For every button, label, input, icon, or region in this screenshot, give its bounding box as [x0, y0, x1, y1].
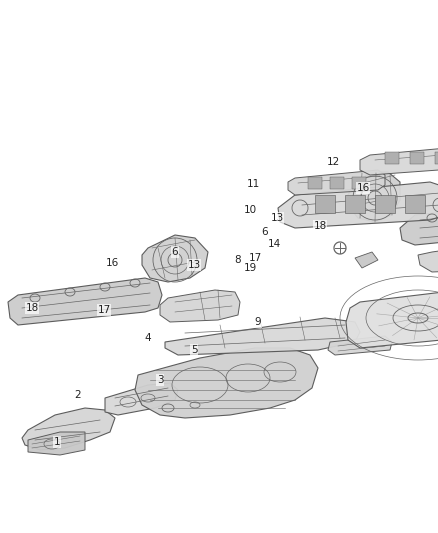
Text: 12: 12: [326, 157, 339, 167]
Polygon shape: [165, 318, 360, 355]
Polygon shape: [288, 170, 385, 195]
Text: 11: 11: [246, 179, 260, 189]
Text: 13: 13: [270, 213, 284, 223]
Polygon shape: [160, 290, 240, 322]
Polygon shape: [28, 432, 85, 455]
Polygon shape: [355, 252, 378, 268]
Polygon shape: [142, 235, 208, 282]
Text: 6: 6: [172, 247, 178, 257]
Polygon shape: [360, 145, 438, 175]
Text: 1: 1: [54, 437, 60, 447]
Polygon shape: [8, 278, 162, 325]
Text: 13: 13: [187, 260, 201, 270]
Polygon shape: [135, 348, 318, 418]
Bar: [308, 177, 322, 189]
Text: 4: 4: [145, 333, 151, 343]
Bar: [405, 195, 425, 213]
Text: 16: 16: [106, 258, 119, 268]
Bar: [410, 152, 424, 164]
Text: 18: 18: [313, 221, 327, 231]
Text: 17: 17: [248, 253, 261, 263]
Bar: [345, 195, 365, 213]
Bar: [375, 195, 395, 213]
Text: 5: 5: [191, 345, 197, 355]
Text: 3: 3: [157, 375, 163, 385]
Polygon shape: [278, 182, 438, 228]
Polygon shape: [105, 383, 178, 415]
Text: 14: 14: [267, 239, 281, 249]
Polygon shape: [346, 290, 438, 348]
Polygon shape: [328, 336, 392, 355]
Text: 9: 9: [254, 317, 261, 327]
Bar: [385, 152, 399, 164]
Text: 6: 6: [261, 227, 268, 237]
Bar: [435, 152, 438, 164]
Text: 2: 2: [75, 390, 81, 400]
Bar: [352, 177, 366, 189]
Text: 18: 18: [25, 303, 39, 313]
Bar: [315, 195, 335, 213]
Text: 16: 16: [357, 183, 370, 193]
Polygon shape: [418, 238, 438, 272]
Text: 10: 10: [244, 205, 257, 215]
Text: 8: 8: [235, 255, 241, 265]
Polygon shape: [22, 408, 115, 450]
Text: 17: 17: [97, 305, 111, 315]
Bar: [330, 177, 344, 189]
Text: 19: 19: [244, 263, 257, 273]
Polygon shape: [348, 172, 400, 222]
Polygon shape: [400, 200, 438, 245]
